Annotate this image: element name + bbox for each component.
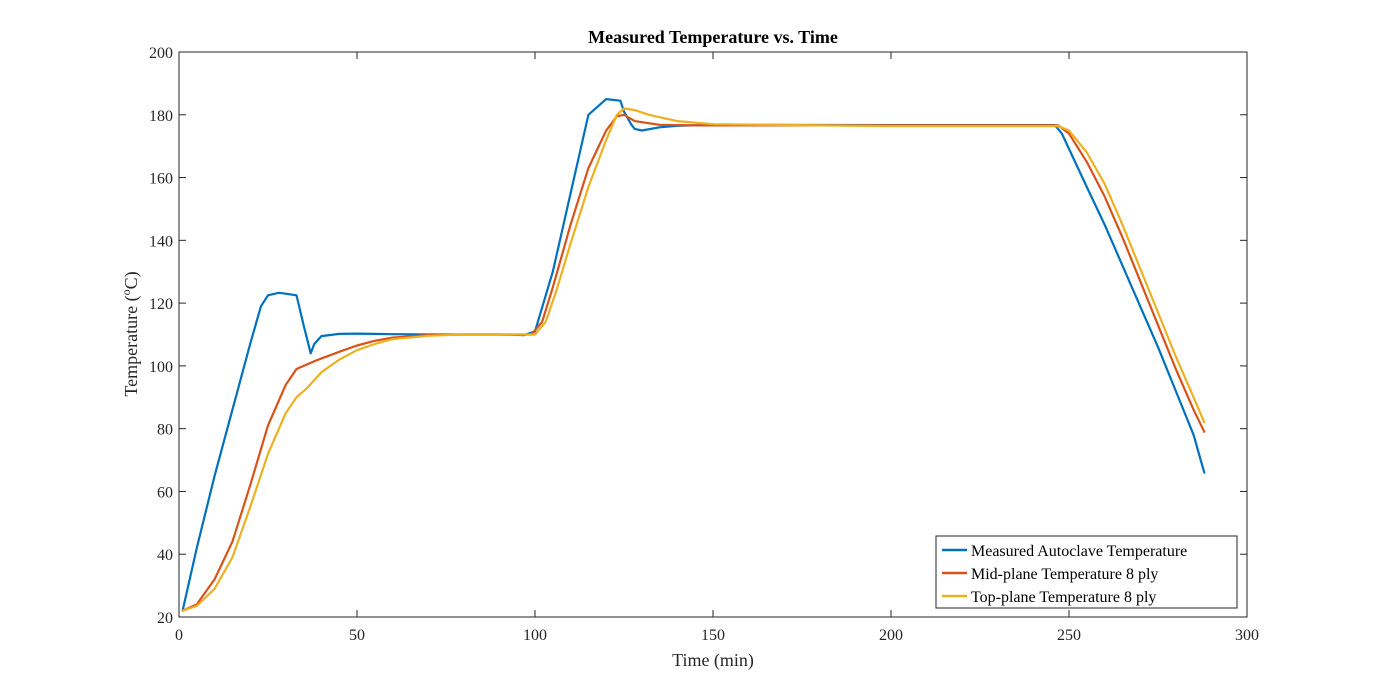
series-line-0 <box>181 98 1206 612</box>
y-tick-label: 120 <box>149 296 173 313</box>
y-tick-label: 20 <box>157 610 173 627</box>
legend-label-2: Top-plane Temperature 8 ply <box>971 589 1156 606</box>
x-tick-label: 0 <box>175 627 183 644</box>
x-tick-label: 250 <box>1057 627 1081 644</box>
y-axis-label-sup: o <box>119 289 133 295</box>
y-tick-label: 140 <box>149 233 173 250</box>
x-tick-label: 50 <box>349 627 365 644</box>
y-tick-label: 60 <box>157 484 173 501</box>
x-axis-label: Time (min) <box>672 650 754 671</box>
axis-ticks: 0 50 100 150 200 250 300 20 40 60 80 100 120 140 160 18… <box>149 45 1259 644</box>
chart-title: Measured Temperature vs. Time <box>588 27 838 47</box>
series-lines <box>181 98 1206 612</box>
y-axis-label-end: C) <box>121 271 142 289</box>
x-tick-label: 100 <box>523 627 547 644</box>
legend: Measured Autoclave Temperature Mid-plane… <box>935 535 1238 609</box>
x-tick-label: 300 <box>1235 627 1259 644</box>
legend-box <box>935 535 1238 609</box>
legend-label-0: Measured Autoclave Temperature <box>971 543 1187 560</box>
y-tick-label: 160 <box>149 171 173 188</box>
y-tick-label: 200 <box>149 45 173 62</box>
legend-label-1: Mid-plane Temperature 8 ply <box>971 566 1158 583</box>
y-axis-label-main: Temperature ( <box>121 295 142 396</box>
y-axis-label: Temperature (oC) <box>119 271 142 396</box>
series-line-2 <box>181 107 1206 612</box>
x-tick-label: 200 <box>879 627 903 644</box>
y-tick-label: 100 <box>149 359 173 376</box>
y-tick-label: 180 <box>149 108 173 125</box>
y-tick-label: 80 <box>157 422 173 439</box>
y-tick-label: 40 <box>157 547 173 564</box>
x-tick-label: 150 <box>701 627 725 644</box>
series-line-1 <box>181 113 1206 612</box>
